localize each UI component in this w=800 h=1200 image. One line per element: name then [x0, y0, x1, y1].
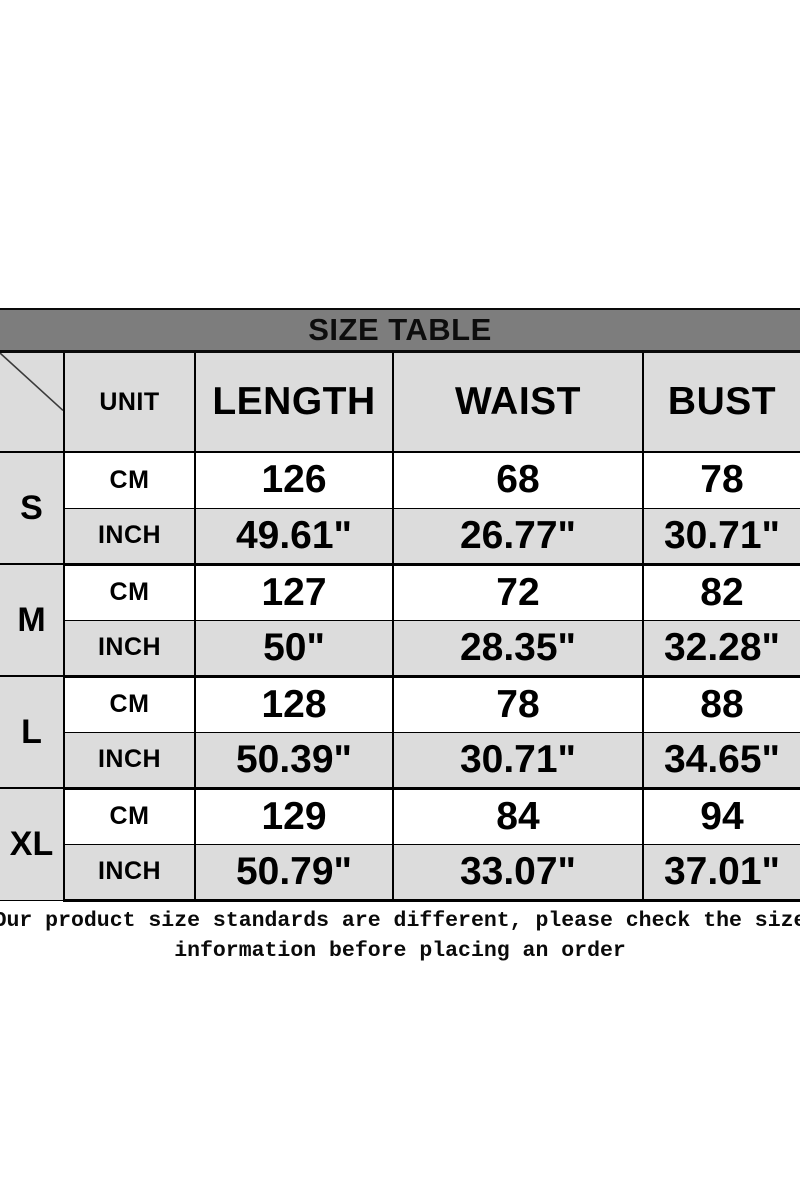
table-header-row: UNIT LENGTH WAIST BUST: [0, 353, 800, 453]
value-s-cm-length: 126: [194, 451, 394, 509]
size-table-title: SIZE TABLE: [308, 312, 492, 347]
header-bust: BUST: [642, 353, 800, 453]
size-label-xl: XL: [0, 787, 65, 901]
size-table-title-bar: SIZE TABLE: [0, 308, 800, 353]
header-unit: UNIT: [63, 353, 196, 453]
value-m-inch-length: 50": [194, 619, 394, 678]
unit-label-inch: INCH: [64, 619, 196, 678]
size-disclaimer-text: Our product size standards are different…: [0, 906, 800, 966]
value-xl-cm-bust: 94: [642, 787, 800, 845]
value-s-inch-length: 49.61": [194, 507, 394, 566]
unit-label-inch: INCH: [64, 507, 196, 566]
unit-label-cm: CM: [63, 787, 196, 845]
value-m-cm-length: 127: [194, 563, 394, 621]
size-label-m: M: [0, 563, 65, 677]
unit-label-cm: CM: [63, 451, 196, 509]
value-l-cm-bust: 88: [642, 675, 800, 733]
table-row-m-cm: M CM 127 72 82: [0, 563, 800, 677]
header-length: LENGTH: [194, 353, 394, 453]
size-label-s: S: [0, 451, 65, 565]
table-row-s-inch: INCH 49.61" 26.77" 30.71": [0, 507, 800, 566]
corner-diagonal-cell: [0, 353, 65, 453]
value-xl-inch-length: 50.79": [194, 843, 394, 902]
value-xl-cm-length: 129: [194, 787, 394, 845]
value-s-cm-bust: 78: [642, 451, 800, 509]
value-m-cm-waist: 72: [392, 563, 644, 621]
unit-label-cm: CM: [63, 675, 196, 733]
diagonal-line-icon: [0, 353, 62, 411]
value-l-inch-waist: 30.71": [392, 731, 644, 790]
value-l-inch-bust: 34.65": [642, 731, 800, 790]
size-disclaimer: Our product size standards are different…: [0, 906, 800, 972]
value-m-cm-bust: 82: [642, 563, 800, 621]
size-disclaimer-line2: information before placing an order: [174, 939, 626, 963]
value-xl-cm-waist: 84: [392, 787, 644, 845]
table-row-xl-inch: INCH 50.79" 33.07" 37.01": [0, 843, 800, 902]
table-row-l-cm: L CM 128 78 88: [0, 675, 800, 789]
value-m-inch-waist: 28.35": [392, 619, 644, 678]
table-row-s-cm: S CM 126 68 78: [0, 451, 800, 565]
value-l-cm-length: 128: [194, 675, 394, 733]
value-xl-inch-waist: 33.07": [392, 843, 644, 902]
size-label-l: L: [0, 675, 65, 789]
table-row-xl-cm: XL CM 129 84 94: [0, 787, 800, 901]
unit-label-inch: INCH: [64, 843, 196, 902]
value-l-inch-length: 50.39": [194, 731, 394, 790]
value-s-cm-waist: 68: [392, 451, 644, 509]
unit-label-inch: INCH: [64, 731, 196, 790]
table-row-l-inch: INCH 50.39" 30.71" 34.65": [0, 731, 800, 790]
value-l-cm-waist: 78: [392, 675, 644, 733]
header-waist: WAIST: [392, 353, 644, 453]
table-row-m-inch: INCH 50" 28.35" 32.28": [0, 619, 800, 678]
unit-label-cm: CM: [63, 563, 196, 621]
value-xl-inch-bust: 37.01": [642, 843, 800, 902]
value-m-inch-bust: 32.28": [642, 619, 800, 678]
size-disclaimer-line1: Our product size standards are different…: [0, 909, 800, 933]
value-s-inch-bust: 30.71": [642, 507, 800, 566]
value-s-inch-waist: 26.77": [392, 507, 644, 566]
size-table: UNIT LENGTH WAIST BUST S CM 126 68 78 IN…: [0, 353, 800, 902]
